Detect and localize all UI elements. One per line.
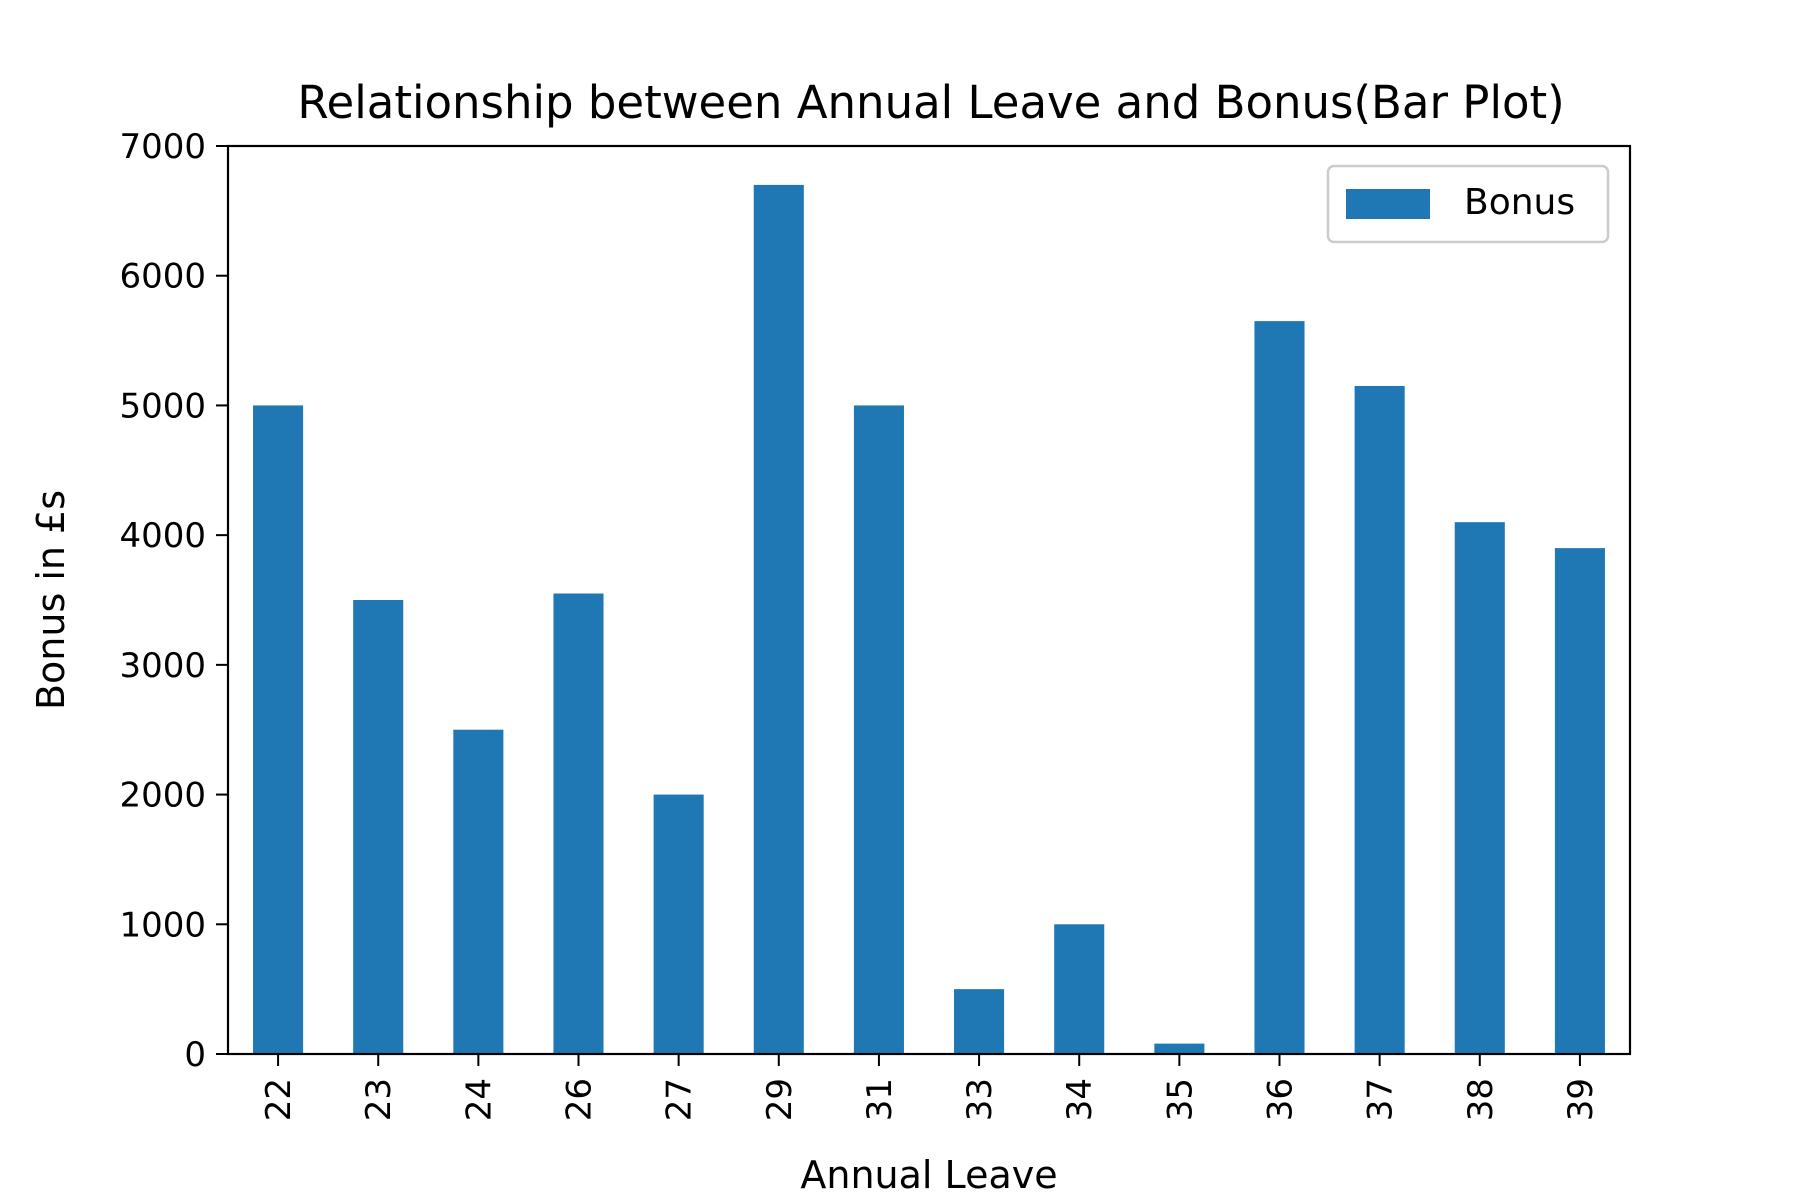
legend: Bonus <box>1326 164 1610 244</box>
x-tick-label: 22 <box>259 1078 299 1121</box>
bar-31 <box>853 405 904 1054</box>
x-axis-title: Annual Leave <box>800 1153 1057 1197</box>
y-tick-label: 3000 <box>119 646 206 686</box>
bar-37 <box>1354 385 1405 1055</box>
bar-23 <box>353 600 404 1054</box>
y-tick-label: 6000 <box>119 257 206 297</box>
bar-39 <box>1554 548 1605 1054</box>
legend-swatch-bonus <box>1346 189 1430 219</box>
bar-36 <box>1254 321 1305 1054</box>
y-axis: 0 1000 2000 3000 4000 5000 6000 7000 <box>119 127 228 1075</box>
x-tick-label: 34 <box>1060 1078 1100 1121</box>
bar-34 <box>1054 924 1105 1054</box>
y-tick-label: 7000 <box>119 127 206 167</box>
x-tick-label: 35 <box>1160 1078 1200 1121</box>
y-tick-label: 5000 <box>119 386 206 426</box>
x-tick-label: 38 <box>1461 1078 1501 1121</box>
x-tick-label: 23 <box>359 1078 399 1121</box>
bar-27 <box>653 794 704 1054</box>
x-axis: 22 23 24 26 27 29 31 33 34 35 36 37 38 39 <box>259 1054 1601 1121</box>
bar-24 <box>453 729 504 1054</box>
x-tick-label: 39 <box>1561 1078 1601 1121</box>
x-tick-label: 29 <box>760 1078 800 1121</box>
y-tick-label: 4000 <box>119 516 206 556</box>
x-tick-label: 26 <box>560 1078 600 1121</box>
y-tick-label: 1000 <box>119 905 206 945</box>
chart-title: Relationship between Annual Leave and Bo… <box>297 76 1564 129</box>
y-tick-label: 0 <box>184 1035 206 1075</box>
x-tick-label: 33 <box>960 1078 1000 1121</box>
x-tick-label: 27 <box>660 1078 700 1121</box>
bar-38 <box>1454 522 1505 1054</box>
legend-box <box>1326 164 1610 244</box>
x-tick-label: 24 <box>459 1078 499 1121</box>
x-tick-label: 37 <box>1361 1078 1401 1121</box>
bar-22 <box>253 405 304 1054</box>
y-tick-label: 2000 <box>119 776 206 816</box>
x-tick-label: 36 <box>1261 1078 1301 1121</box>
bar-26 <box>553 593 604 1054</box>
plot-area-frame <box>226 144 1632 1056</box>
bars-layer <box>253 184 1605 1055</box>
y-axis-title: Bonus in £s <box>29 490 73 710</box>
bar-33 <box>954 989 1005 1054</box>
x-tick-label: 31 <box>860 1078 900 1121</box>
legend-label-bonus: Bonus <box>1464 182 1575 223</box>
bar-35 <box>1154 1043 1205 1054</box>
bar-29 <box>753 184 804 1054</box>
